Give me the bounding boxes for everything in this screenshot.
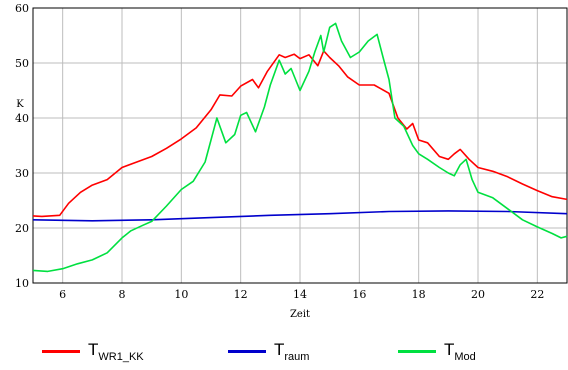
legend-label: TWR1_KK	[88, 340, 144, 363]
legend-swatch-green	[398, 350, 436, 353]
x-tick-label: 12	[234, 288, 248, 301]
y-tick-label: 30	[15, 167, 29, 180]
legend-item-t-raum: Traum	[228, 340, 309, 363]
x-tick-label: 18	[412, 288, 426, 301]
legend-label: TMod	[444, 340, 476, 363]
x-tick-label: 6	[59, 288, 66, 301]
chart-grid	[33, 7, 567, 284]
x-axis-label: Zeit	[290, 309, 310, 320]
y-tick-label: 50	[15, 57, 29, 70]
y-tick-label: 40	[15, 112, 29, 125]
x-tick-label: 22	[530, 288, 544, 301]
x-tick-label: 10	[174, 288, 188, 301]
y-tick-label: 20	[15, 222, 29, 235]
legend-item-t-wr1-kk: TWR1_KK	[42, 340, 144, 363]
legend-swatch-red	[42, 350, 80, 353]
legend-item-t-mod: TMod	[398, 340, 476, 363]
tick-labels: 6 8 10 12 14 16 18 20 22 10 20 30 40 50 60	[15, 2, 544, 301]
x-tick-label: 8	[119, 288, 126, 301]
x-tick-label: 16	[352, 288, 366, 301]
x-tick-label: 20	[471, 288, 485, 301]
line-chart: 6 8 10 12 14 16 18 20 22 10 20 30 40 50 60 Zeit K	[15, 2, 568, 320]
series-line-mod	[32, 22, 568, 273]
y-tick-label: 10	[15, 277, 29, 290]
y-axis-label: K	[16, 99, 24, 110]
series-line-wr1-kk	[32, 50, 568, 218]
y-tick-label: 60	[15, 2, 29, 15]
x-tick-label: 14	[293, 288, 307, 301]
series-lines	[32, 22, 568, 273]
plot-frame	[32, 7, 568, 284]
series-line-raum	[32, 210, 568, 222]
legend-swatch-blue	[228, 350, 266, 353]
legend-label: Traum	[274, 340, 310, 363]
